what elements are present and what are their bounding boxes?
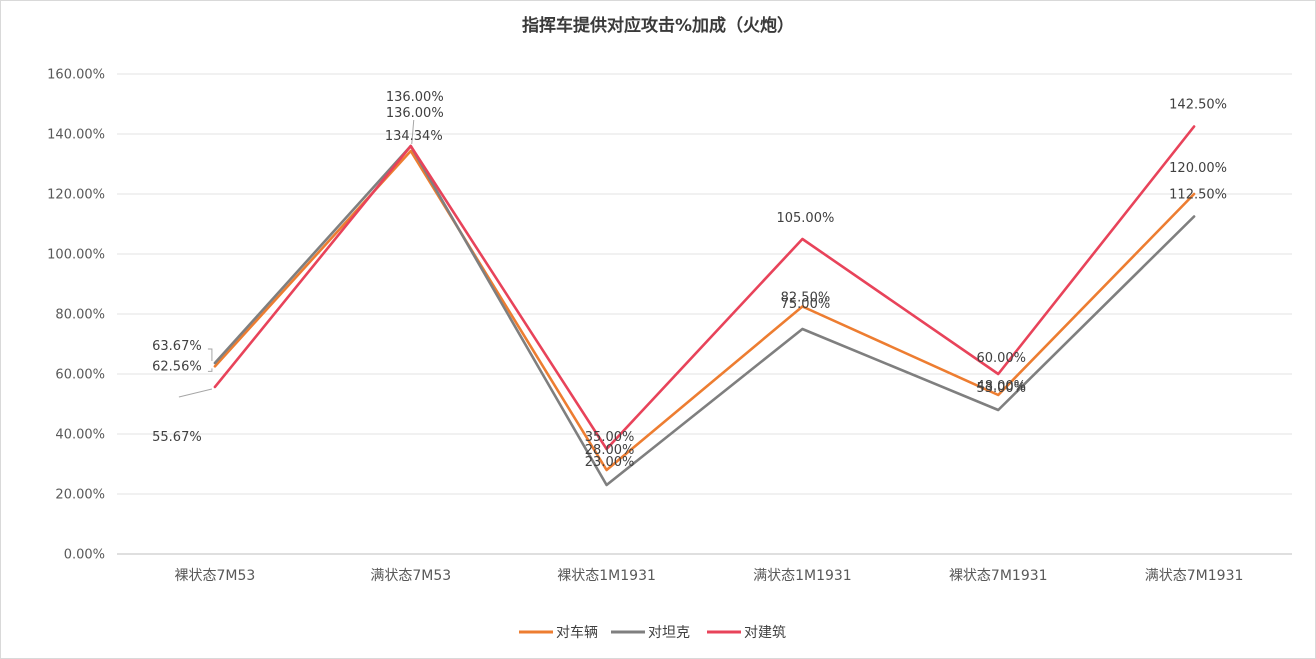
y-tick-label: 80.00% <box>55 308 105 323</box>
data-label: 63.67% <box>152 339 202 354</box>
y-tick-label: 120.00% <box>47 188 105 203</box>
data-label: 53.00% <box>976 381 1026 396</box>
legend: 对车辆 对坦克 对建筑 <box>519 624 786 641</box>
y-tick-label: 100.00% <box>47 248 105 263</box>
label-leader-lines <box>178 119 415 398</box>
y-tick-label: 60.00% <box>55 368 105 383</box>
legend-label: 对车辆 <box>556 624 598 641</box>
data-label: 136.00% <box>386 106 444 121</box>
series-line <box>213 144 1196 487</box>
x-tick-label: 裸状态1M1931 <box>557 568 656 584</box>
data-label: 55.67% <box>152 430 202 445</box>
data-label: 35.00% <box>585 430 635 445</box>
data-label: 62.56% <box>152 359 202 374</box>
legend-item: 对坦克 <box>611 625 690 641</box>
x-axis-ticks: 裸状态7M53 满状态7M53 裸状态1M1931 满状态1M1931 裸状态7M193… <box>175 568 1244 584</box>
data-label: 23.00% <box>585 455 635 470</box>
data-label: 82.50% <box>781 291 831 306</box>
legend-label: 对建筑 <box>744 625 786 641</box>
data-label: 48.00% <box>976 379 1026 394</box>
leader-line <box>178 388 213 398</box>
legend-item: 对建筑 <box>707 625 786 641</box>
data-label: 60.00% <box>976 351 1026 366</box>
data-label: 120.00% <box>1169 161 1227 176</box>
data-label: 28.00% <box>585 443 635 458</box>
leader-line <box>411 119 415 145</box>
series-lines <box>213 125 1196 487</box>
x-tick-label: 裸状态7M1931 <box>949 568 1048 584</box>
y-axis-ticks: 0.00% 20.00% 40.00% 60.00% 80.00% 100.00% 120.… <box>47 68 105 563</box>
chart-title: 指挥车提供对应攻击%加成（火炮） <box>522 15 794 36</box>
data-labels: 62.56% 134.34% 28.00% 82.50% 53.00% 120.00% 63… <box>152 90 1227 470</box>
data-label: 105.00% <box>776 211 834 226</box>
y-tick-label: 20.00% <box>55 488 105 503</box>
series-line <box>213 125 1196 451</box>
legend-label: 对坦克 <box>648 625 690 641</box>
y-tick-label: 0.00% <box>64 548 105 563</box>
y-tick-label: 40.00% <box>55 428 105 443</box>
x-tick-label: 满状态7M53 <box>370 568 451 584</box>
x-tick-label: 满状态1M1931 <box>753 568 852 584</box>
data-label: 134.34% <box>385 129 443 144</box>
data-label: 142.50% <box>1169 98 1227 113</box>
legend-item: 对车辆 <box>519 624 598 641</box>
y-tick-label: 140.00% <box>47 128 105 143</box>
y-tick-label: 160.00% <box>47 68 105 83</box>
x-tick-label: 裸状态7M53 <box>175 568 256 584</box>
gridlines <box>117 73 1292 555</box>
data-label: 75.00% <box>781 297 831 312</box>
data-label: 112.50% <box>1169 188 1227 203</box>
data-label: 136.00% <box>386 90 444 105</box>
x-tick-label: 满状态7M1931 <box>1145 568 1244 584</box>
leader-line <box>207 368 213 372</box>
leader-line <box>207 348 213 361</box>
